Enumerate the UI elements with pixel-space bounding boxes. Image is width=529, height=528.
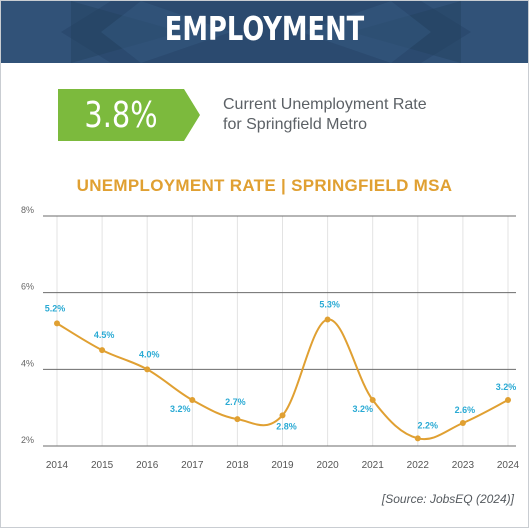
data-point — [144, 366, 151, 373]
source-note: [Source: JobsEQ (2024)] — [381, 492, 514, 506]
callout-value: 3.8% — [84, 95, 158, 136]
data-label: 2.7% — [225, 397, 246, 407]
x-tick-label: 2015 — [91, 460, 114, 471]
callout-line-2: for Springfield Metro — [223, 116, 368, 133]
data-point — [459, 420, 466, 426]
data-label: 3.2% — [352, 404, 373, 414]
y-tick-label: 6% — [21, 282, 34, 292]
unemployment-callout: 3.8% — [58, 89, 200, 141]
callout-description: Current Unemployment Rate for Springfiel… — [223, 95, 513, 135]
data-point — [234, 416, 241, 423]
x-tick-label: 2021 — [362, 460, 385, 471]
data-label: 2.6% — [455, 405, 476, 415]
data-label: 2.8% — [276, 421, 297, 431]
x-tick-label: 2022 — [407, 460, 430, 471]
data-point — [99, 347, 106, 354]
data-point — [505, 397, 511, 403]
y-tick-label: 8% — [21, 205, 34, 215]
x-tick-label: 2023 — [452, 460, 475, 471]
x-tick-label: 2019 — [271, 460, 294, 471]
x-tick-label: 2020 — [316, 460, 339, 471]
data-label: 5.3% — [319, 300, 340, 310]
data-point — [54, 320, 60, 327]
x-tick-label: 2024 — [497, 460, 520, 471]
y-tick-label: 2% — [21, 435, 34, 445]
data-label: 5.2% — [45, 303, 66, 313]
callout-arrow-shape — [58, 89, 200, 141]
x-tick-label: 2016 — [136, 460, 159, 471]
data-point — [414, 435, 421, 442]
data-label: 3.2% — [170, 404, 191, 414]
series-line — [56, 318, 509, 441]
banner-title: EMPLOYMENT — [164, 9, 365, 48]
data-point — [369, 397, 376, 403]
data-label: 3.2% — [496, 382, 517, 392]
header-banner: EMPLOYMENT — [1, 1, 528, 63]
x-tick-label: 2017 — [181, 460, 204, 471]
data-point — [189, 397, 196, 403]
data-label: 4.5% — [94, 330, 115, 340]
banner-pattern — [1, 1, 528, 63]
data-point — [324, 316, 331, 323]
chart-title: UNEMPLOYMENT RATE | SPRINGFIELD MSA — [76, 176, 453, 195]
x-tick-label: 2014 — [46, 460, 69, 471]
callout-line-1: Current Unemployment Rate — [223, 96, 427, 113]
data-point — [279, 412, 286, 419]
x-tick-label: 2018 — [226, 460, 249, 471]
y-tick-label: 4% — [21, 358, 34, 368]
data-label: 2.2% — [418, 420, 439, 430]
data-label: 4.0% — [139, 349, 160, 359]
unemployment-line-chart: 2% 4% 6% 8% 5.2% 4.5% 4.0% 3.2% 2.7% 2.8% 5.3% 3.2%… — [21, 205, 520, 471]
